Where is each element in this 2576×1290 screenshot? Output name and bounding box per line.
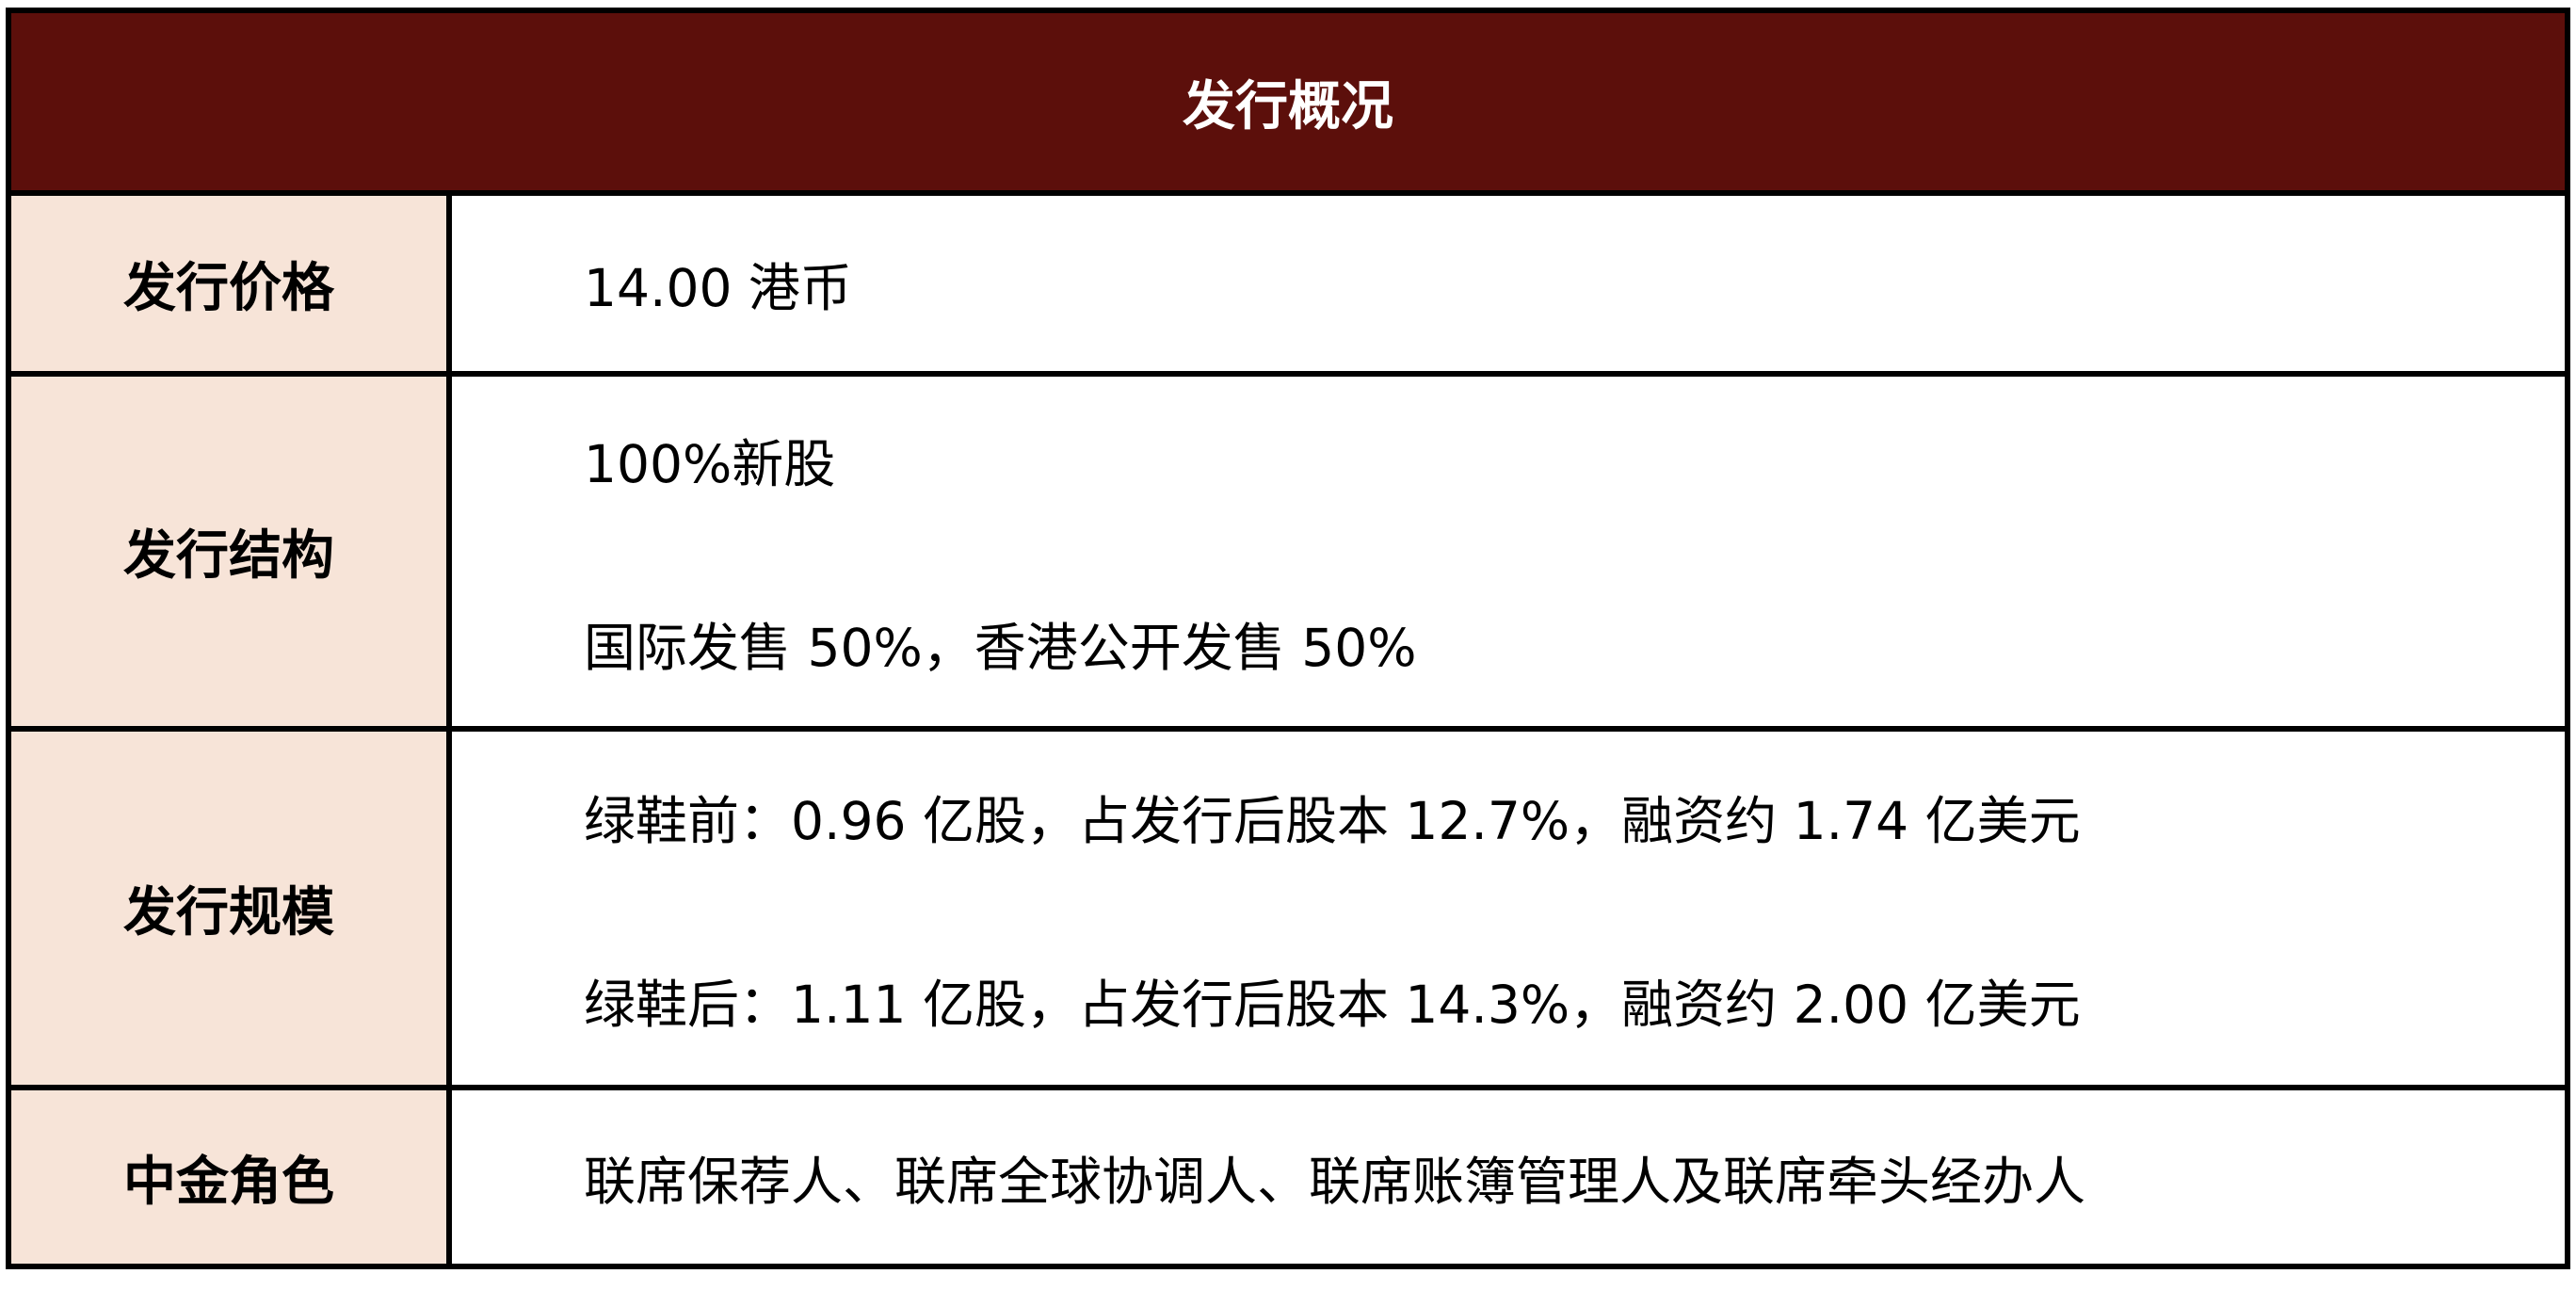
offering-overview-table: 发行概况 发行价格 14.00 港币 发行结构 100%新股 国际发售 50%，… [6,8,2570,1269]
table-title: 发行概况 [6,8,2570,196]
value-line: 绿鞋前：0.96 亿股，占发行后股本 12.7%，融资约 1.74 亿美元 [584,791,2081,851]
row-label: 发行结构 [6,371,452,732]
table-header-row: 发行概况 [6,8,2570,196]
table-row-structure: 发行结构 100%新股 国际发售 50%，香港公开发售 50% [6,371,2570,732]
table-row-role: 中金角色 联席保荐人、联席全球协调人、联席账簿管理人及联席牵头经办人 [6,1085,2570,1269]
row-value: 联席保荐人、联席全球协调人、联席账簿管理人及联席牵头经办人 [446,1085,2570,1269]
row-label: 中金角色 [6,1085,452,1269]
table-row-size: 发行规模 绿鞋前：0.96 亿股，占发行后股本 12.7%，融资约 1.74 亿… [6,726,2570,1090]
value-line: 14.00 港币 [584,258,852,318]
row-value: 14.00 港币 [446,190,2570,377]
row-label: 发行价格 [6,190,452,377]
value-line: 绿鞋后：1.11 亿股，占发行后股本 14.3%，融资约 2.00 亿美元 [584,975,2081,1035]
table-row-price: 发行价格 14.00 港币 [6,190,2570,377]
value-line: 国际发售 50%，香港公开发售 50% [584,618,1417,678]
row-label: 发行规模 [6,726,452,1090]
row-value: 100%新股 国际发售 50%，香港公开发售 50% [446,371,2570,732]
value-line: 联席保荐人、联席全球协调人、联席账簿管理人及联席牵头经办人 [584,1152,2086,1212]
row-value: 绿鞋前：0.96 亿股，占发行后股本 12.7%，融资约 1.74 亿美元 绿鞋… [446,726,2570,1090]
value-line: 100%新股 [584,434,836,494]
